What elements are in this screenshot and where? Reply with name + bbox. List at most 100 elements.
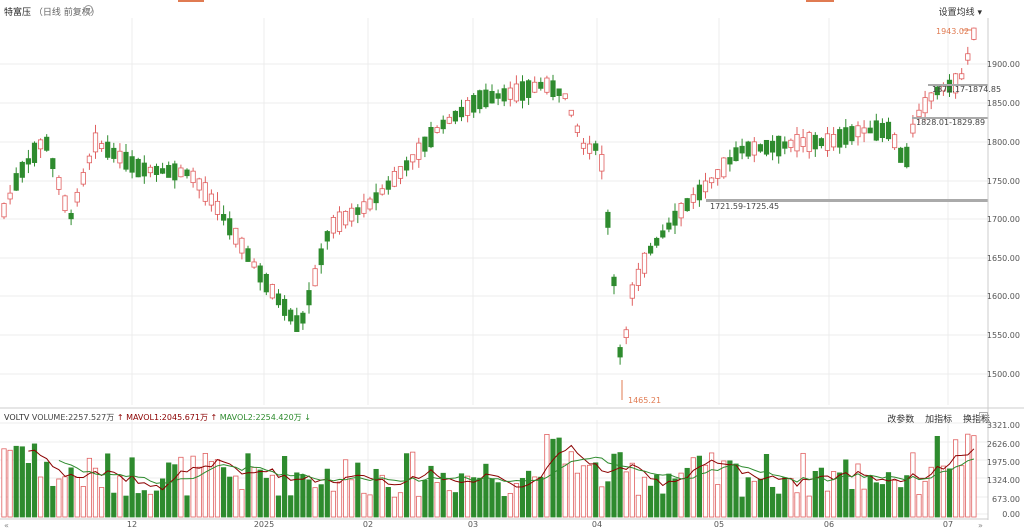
candle-body [275, 293, 282, 306]
mavol1-value: MAVOL1:2045.671万 [126, 413, 208, 422]
volume-bar [178, 456, 184, 518]
candle-body [580, 142, 587, 149]
candle-body [916, 109, 922, 118]
volume-bar [68, 467, 74, 518]
candle-body [50, 158, 56, 170]
volume-bar [446, 490, 452, 518]
candle-body [440, 119, 446, 130]
volume-bar [202, 452, 208, 518]
volume-bar [605, 481, 611, 518]
volume-bar [56, 478, 62, 518]
candle-body [953, 73, 959, 94]
add-indicator-button[interactable]: 加指标 [925, 415, 953, 425]
switch-indicator-button[interactable]: 换指标 [962, 415, 990, 425]
volume-bar [135, 493, 141, 518]
candle-body [757, 144, 764, 152]
candle-body [349, 207, 355, 222]
candle-body [80, 172, 86, 185]
volume-bar [440, 472, 446, 518]
candle-body [831, 134, 837, 148]
x-axis-label: 06 [824, 520, 834, 529]
volume-bar [507, 492, 513, 518]
candle-body [501, 88, 507, 102]
zone-label: 1872.17-1874.85 [932, 85, 1001, 94]
volume-bar [92, 467, 99, 518]
candle-body [837, 129, 843, 148]
max-price-label: 1943.02 [936, 27, 969, 36]
volume-bar [257, 469, 263, 518]
candle-body [92, 132, 99, 153]
candle-body [19, 161, 25, 178]
candle-body [873, 120, 879, 141]
top-bar: 特富压 （日线 前复权） 设置均线 ▾ [0, 0, 1024, 18]
candle-body [416, 142, 422, 160]
volume-bar [367, 494, 373, 518]
candle-body [251, 261, 257, 268]
candle-body [263, 273, 269, 293]
volume-bar [483, 463, 489, 518]
candle-body [446, 116, 452, 124]
candle-body [471, 95, 477, 113]
volume-bar [477, 477, 483, 518]
candle-body [922, 97, 928, 114]
candle-body [885, 121, 892, 140]
candle-body [361, 201, 367, 214]
volume-bar [361, 492, 367, 518]
candle-body [745, 141, 751, 157]
volume-bar [19, 446, 25, 518]
candle-body [684, 198, 690, 212]
volume-bar [959, 465, 965, 518]
volume-bar [80, 486, 86, 518]
candle-body [629, 284, 635, 299]
tab-indicator [178, 0, 204, 2]
volume-bar [416, 495, 422, 518]
volume-bar [196, 466, 202, 518]
mavol2-value: MAVOL2:2254.420万 [219, 413, 302, 422]
candle-body [214, 200, 221, 215]
candle-body [519, 81, 526, 101]
volume-bar [837, 472, 843, 518]
volume-bar [294, 472, 300, 518]
volume-bar [782, 477, 788, 518]
candle-body [330, 217, 337, 234]
x-axis-label: 02 [363, 520, 373, 529]
candle-body [623, 329, 629, 339]
candle-body [672, 210, 678, 226]
edit-params-button[interactable]: 改参数 [887, 415, 915, 425]
volume-bar [849, 488, 855, 518]
candle-body [68, 213, 74, 220]
candle-body [904, 146, 910, 168]
volume-bar [495, 482, 501, 518]
candle-body [196, 178, 202, 191]
candle-body [648, 245, 654, 254]
candle-body [751, 141, 757, 156]
volume-bar [422, 480, 428, 518]
axes: «» [0, 18, 1024, 530]
candle-body [818, 138, 825, 147]
candle-body [770, 140, 776, 153]
volume-bar [281, 456, 288, 518]
candle-body [892, 134, 898, 149]
price-tick-label: 1600.00 [987, 292, 1020, 301]
candle-body [269, 284, 276, 299]
candle-body [544, 77, 550, 93]
candle-body [13, 173, 19, 191]
volume-bar [538, 476, 544, 518]
candle-body [117, 150, 123, 164]
candle-body [1, 203, 7, 218]
volume-bars [1, 433, 977, 518]
candle-body [129, 156, 135, 173]
candle-body [678, 203, 684, 219]
volume-bar [172, 464, 178, 518]
volume-bar [355, 462, 361, 518]
volume-bar [428, 465, 434, 518]
candle-body [641, 252, 648, 274]
close-icon[interactable]: × [979, 412, 988, 421]
ma-setting-button[interactable]: 设置均线 ▾ [939, 5, 982, 18]
candle-body [464, 100, 471, 116]
min-price-label: 1465.21 [628, 396, 661, 405]
candle-body [312, 268, 318, 287]
gear-icon[interactable] [84, 5, 93, 14]
x-axis-label: 04 [592, 520, 602, 529]
